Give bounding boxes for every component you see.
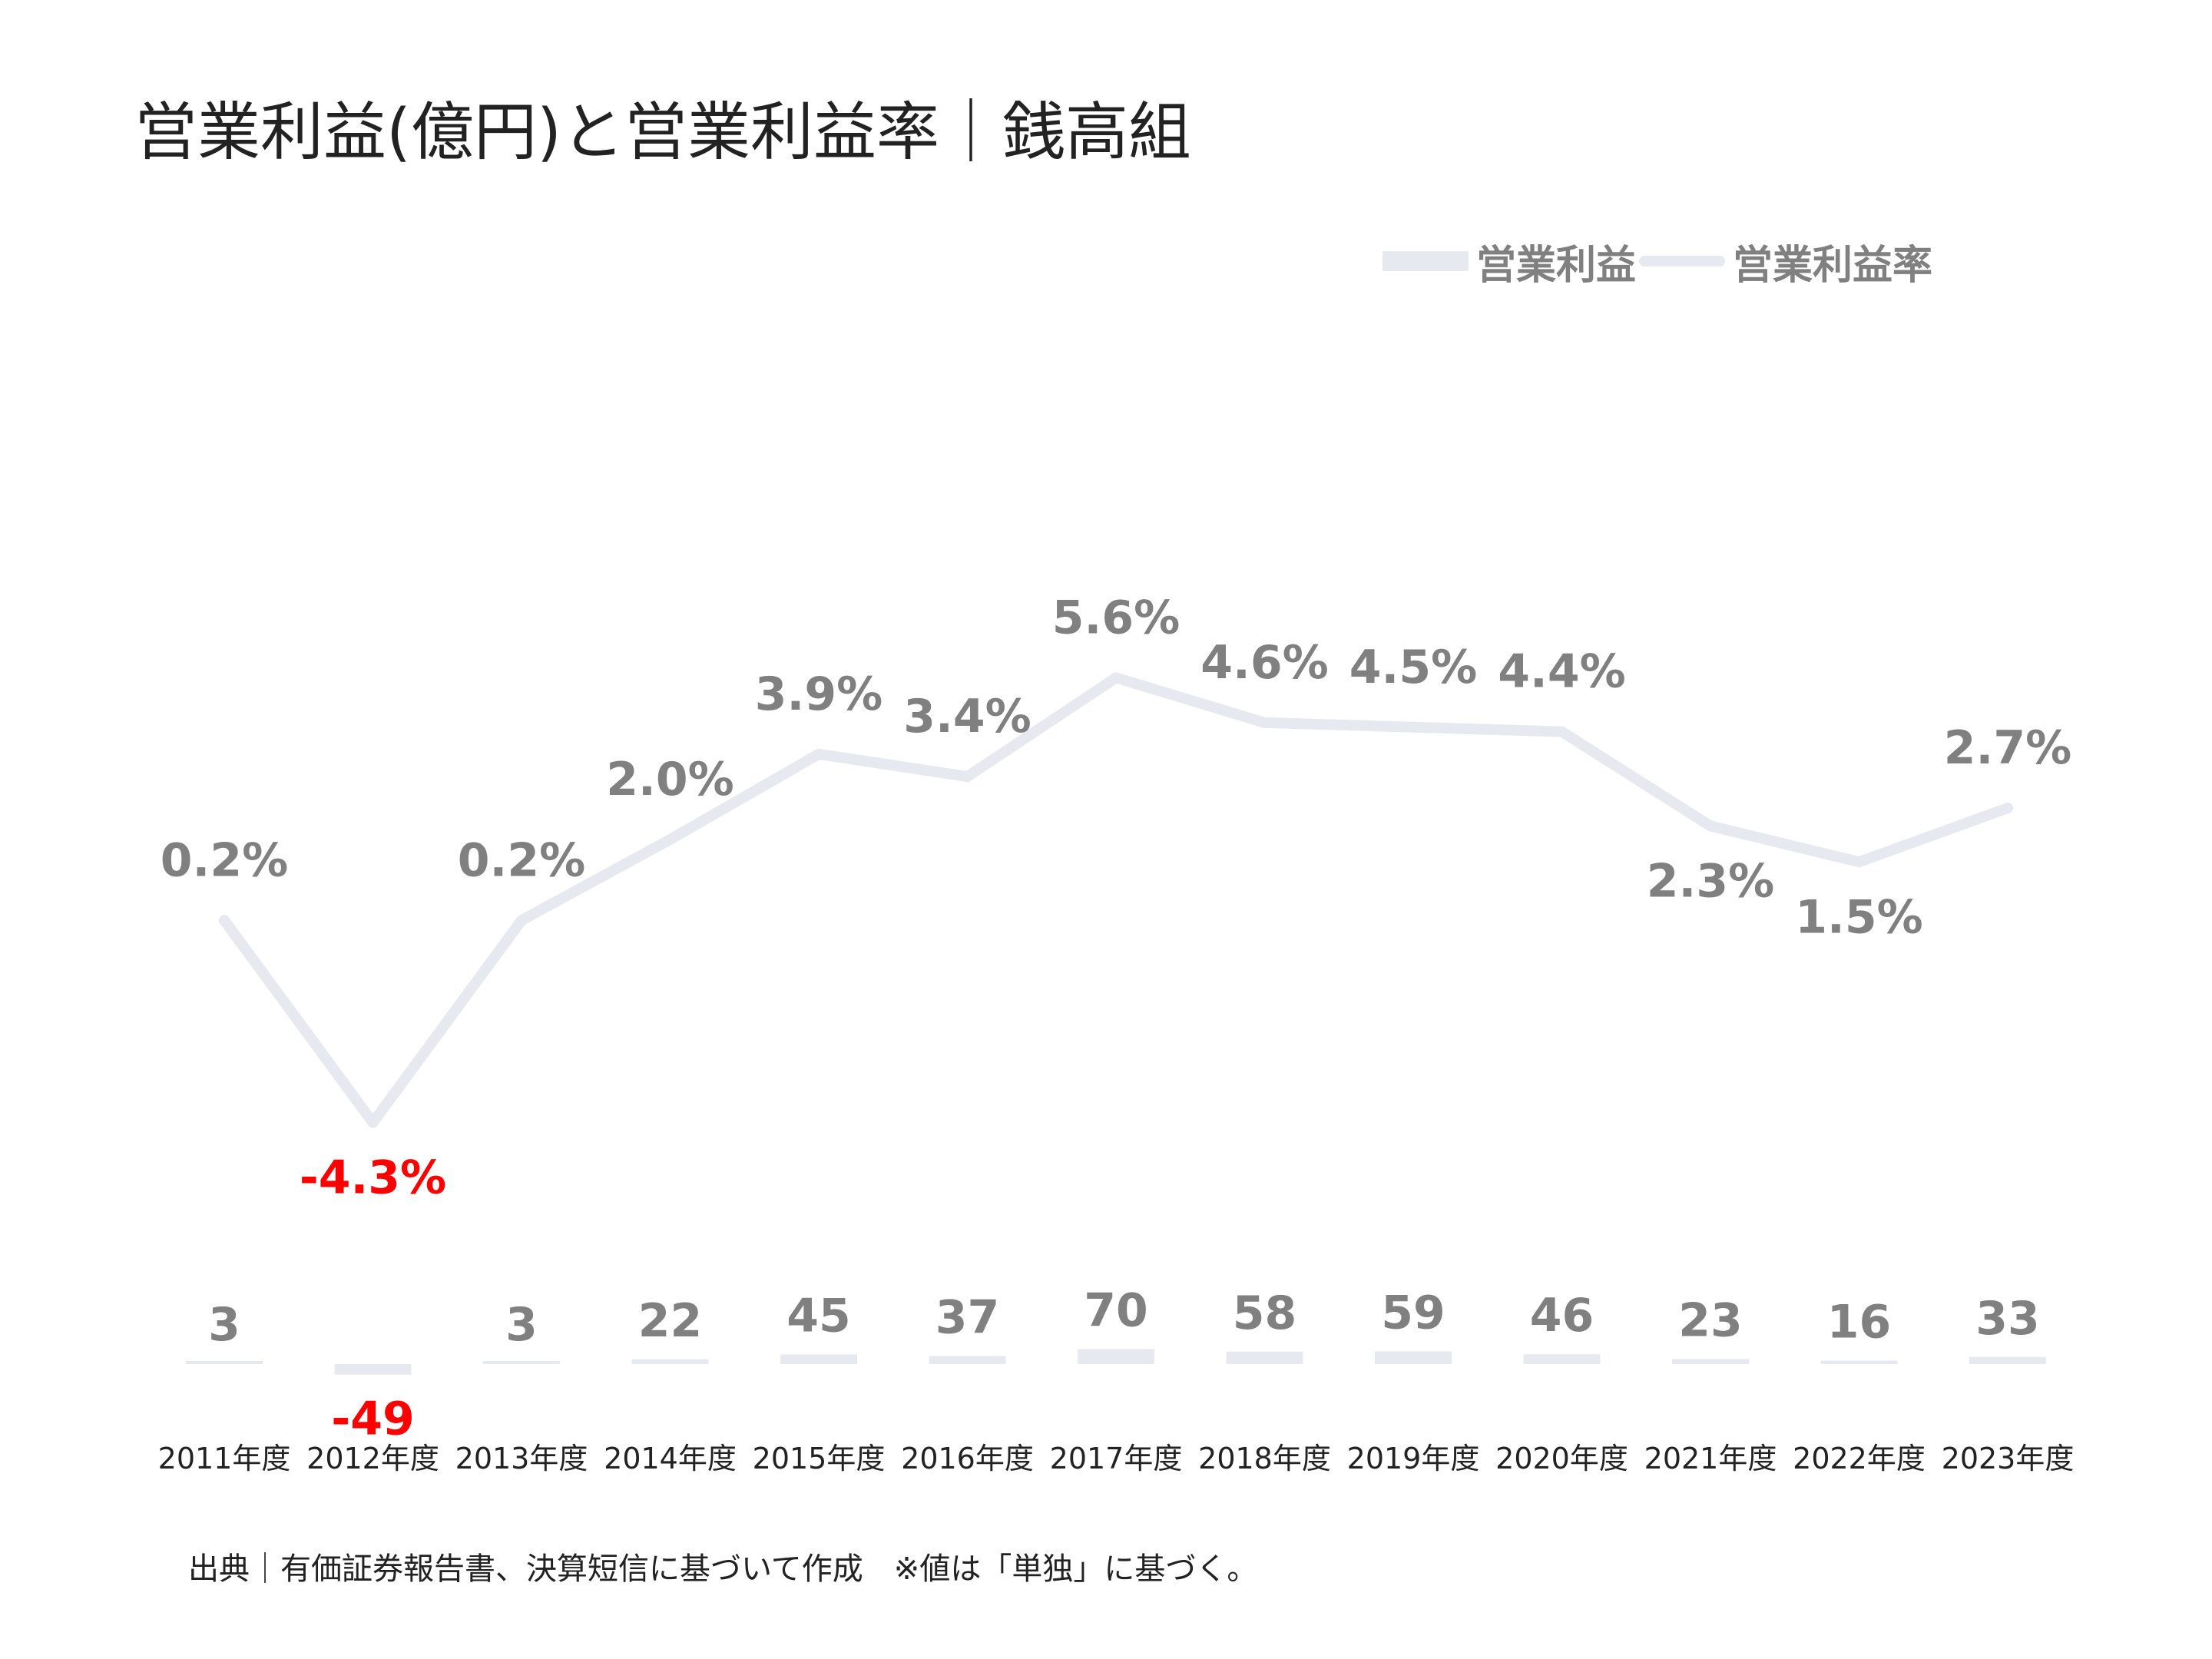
line-point-12: [2002, 803, 2013, 814]
line-point-10: [1705, 820, 1716, 832]
bar-4: [780, 1354, 857, 1364]
legend-label-bar: 営業利益: [1476, 242, 1637, 289]
bar-label-7: 58: [1233, 1286, 1297, 1340]
x-tick-label-4: 2015年度: [753, 1442, 886, 1475]
line-label-7: 4.6%: [1200, 636, 1328, 690]
bar-5: [929, 1356, 1006, 1364]
bar-label-9: 46: [1530, 1289, 1594, 1343]
x-tick-label-3: 2014年度: [604, 1442, 737, 1475]
x-tick-label-0: 2011年度: [158, 1442, 291, 1475]
line-label-10: 2.3%: [1647, 854, 1774, 908]
bar-3: [631, 1359, 709, 1364]
line-label-4: 3.9%: [755, 667, 882, 721]
bar-7: [1226, 1351, 1303, 1364]
line-point-6: [1111, 672, 1121, 684]
line-point-8: [1408, 721, 1419, 733]
bar-label-6: 70: [1084, 1283, 1148, 1337]
bar-label-4: 45: [786, 1289, 851, 1343]
x-tick-label-5: 2016年度: [901, 1442, 1034, 1475]
bar-label-3: 22: [638, 1294, 703, 1348]
line-point-3: [664, 834, 676, 845]
line-label-11: 1.5%: [1795, 890, 1922, 944]
line-point-0: [219, 915, 230, 926]
line-label-12: 2.7%: [1944, 721, 2071, 775]
line-label-1: -4.3%: [300, 1151, 446, 1205]
line-label-9: 4.4%: [1498, 645, 1625, 699]
x-tick-label-6: 2017年度: [1050, 1442, 1183, 1475]
bar-0: [186, 1361, 263, 1364]
bar-2: [483, 1361, 560, 1364]
line-point-2: [516, 915, 527, 926]
bar-11: [1820, 1360, 1898, 1364]
line-label-2: 0.2%: [458, 833, 585, 887]
bar-1: [334, 1364, 412, 1375]
bar-label-5: 37: [935, 1291, 1000, 1345]
legend-item-line: 営業利益率: [1636, 233, 1932, 290]
line-point-7: [1259, 717, 1270, 728]
line-point-11: [1853, 856, 1865, 868]
bar-label-2: 3: [505, 1298, 538, 1352]
bar-label-8: 59: [1381, 1286, 1445, 1339]
x-tick-label-9: 2020年度: [1495, 1442, 1628, 1475]
line-point-9: [1556, 726, 1568, 737]
x-tick-label-7: 2018年度: [1198, 1442, 1331, 1475]
legend-swatch-line: [1639, 256, 1726, 267]
line-point-1: [367, 1117, 379, 1128]
line-label-3: 2.0%: [606, 753, 733, 806]
legend-item-bar: 営業利益: [1382, 233, 1636, 290]
bar-label-12: 33: [1975, 1292, 2040, 1346]
line-label-6: 5.6%: [1052, 591, 1180, 644]
line-point-5: [962, 771, 973, 783]
bar-6: [1078, 1349, 1154, 1364]
source-note: 出典｜有価証券報告書、決算短信に基づいて作成 ※値は「単独」に基づく。: [188, 1551, 1258, 1587]
x-tick-label-10: 2021年度: [1644, 1442, 1777, 1475]
legend: 営業利益 営業利益率: [1382, 230, 1932, 292]
bar-10: [1672, 1359, 1749, 1364]
bar-9: [1523, 1354, 1601, 1364]
bar-label-11: 16: [1827, 1296, 1892, 1349]
x-tick-label-12: 2023年度: [1942, 1442, 2075, 1475]
line-label-0: 0.2%: [161, 833, 288, 887]
x-tick-label-2: 2013年度: [455, 1442, 588, 1475]
line-point-4: [813, 748, 824, 760]
chart-title: 営業利益(億円)と営業利益率｜銭高組: [134, 96, 1191, 169]
x-tick-label-8: 2019年度: [1347, 1442, 1480, 1475]
x-tick-label-1: 2012年度: [306, 1442, 439, 1475]
bar-12: [1969, 1356, 2046, 1364]
bar-label-10: 23: [1678, 1294, 1743, 1348]
line-label-5: 3.4%: [903, 690, 1031, 743]
bar-8: [1375, 1351, 1452, 1364]
legend-label-line: 営業利益率: [1733, 242, 1933, 289]
x-tick-label-11: 2022年度: [1793, 1442, 1926, 1475]
legend-swatch-bar: [1382, 251, 1469, 271]
bar-label-1: -49: [331, 1392, 414, 1446]
bar-label-0: 3: [208, 1298, 240, 1352]
line-label-8: 4.5%: [1349, 641, 1477, 694]
